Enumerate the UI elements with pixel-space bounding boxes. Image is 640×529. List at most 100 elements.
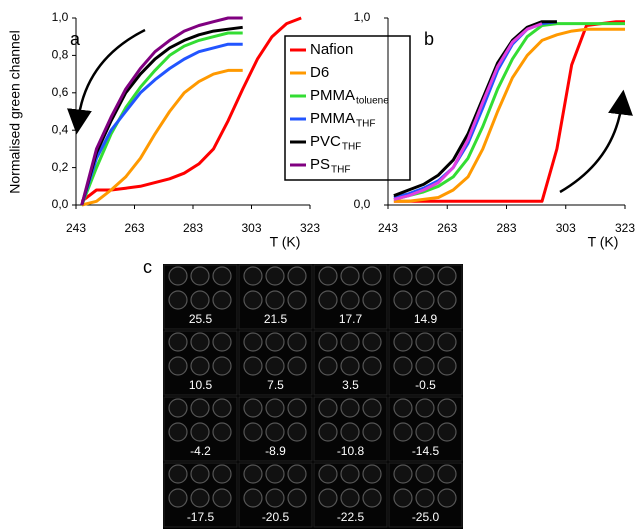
sample-well xyxy=(265,266,285,286)
y-tick-label: 0,6 xyxy=(52,85,69,99)
sample-well xyxy=(168,488,188,508)
sample-well xyxy=(318,266,338,286)
sample-well xyxy=(243,464,263,484)
sample-well xyxy=(168,290,188,310)
legend-label: D6 xyxy=(310,64,329,81)
sample-well xyxy=(362,290,382,310)
legend-box xyxy=(284,35,411,181)
sample-well xyxy=(287,398,307,418)
sample-well xyxy=(212,398,232,418)
sample-well xyxy=(415,422,435,442)
temperature-label: 10.5 xyxy=(189,378,213,392)
x-tick-label: 263 xyxy=(437,221,457,235)
x-axis-label: T (K) xyxy=(588,234,619,250)
sample-well xyxy=(437,290,457,310)
sample-well xyxy=(287,356,307,376)
heating-arrow xyxy=(559,89,633,194)
sample-well xyxy=(190,266,210,286)
sample-well xyxy=(190,464,210,484)
legend-label: Nafion xyxy=(310,41,353,58)
sample-well xyxy=(318,422,338,442)
y-tick-label: 0,2 xyxy=(52,160,69,174)
temperature-label: 21.5 xyxy=(264,312,288,326)
temperature-label: -20.5 xyxy=(262,510,290,524)
sample-well xyxy=(415,488,435,508)
sample-well xyxy=(340,422,360,442)
sample-well xyxy=(318,398,338,418)
legend-subscript: toluene xyxy=(356,96,389,107)
temperature-label: -8.9 xyxy=(265,444,286,458)
temperature-label: -0.5 xyxy=(415,378,436,392)
temperature-label: -4.2 xyxy=(190,444,211,458)
x-tick-label: 323 xyxy=(615,221,635,235)
temperature-label: -22.5 xyxy=(337,510,365,524)
sample-well xyxy=(243,488,263,508)
sample-well xyxy=(318,356,338,376)
sample-well xyxy=(393,290,413,310)
temperature-label: 17.7 xyxy=(339,312,363,326)
sample-well xyxy=(287,290,307,310)
sample-well xyxy=(393,464,413,484)
sample-well xyxy=(340,398,360,418)
legend-label: PVC xyxy=(310,133,341,150)
x-axis-label: T (K) xyxy=(270,234,301,250)
sample-well xyxy=(265,398,285,418)
sample-well xyxy=(265,290,285,310)
data-line xyxy=(393,27,625,203)
panel-label: c xyxy=(143,257,152,277)
sample-well xyxy=(190,356,210,376)
sample-well xyxy=(362,422,382,442)
sample-well xyxy=(318,290,338,310)
sample-well xyxy=(287,488,307,508)
sample-well xyxy=(362,266,382,286)
sample-well xyxy=(168,266,188,286)
sample-well xyxy=(340,488,360,508)
data-line xyxy=(393,22,543,201)
sample-well xyxy=(393,266,413,286)
y-tick-label: 0,8 xyxy=(52,48,69,62)
sample-well xyxy=(393,422,413,442)
sample-well xyxy=(437,464,457,484)
sample-well xyxy=(212,356,232,376)
sample-well xyxy=(393,332,413,352)
data-line xyxy=(80,16,302,203)
sample-well xyxy=(362,356,382,376)
sample-well xyxy=(212,488,232,508)
sample-well xyxy=(340,290,360,310)
legend-label: PMMA xyxy=(310,87,355,104)
sample-well xyxy=(243,398,263,418)
legend-label: PS xyxy=(310,156,330,173)
sample-well xyxy=(340,356,360,376)
sample-well xyxy=(415,290,435,310)
y-tick-label: 0,4 xyxy=(52,122,69,136)
sample-well xyxy=(393,356,413,376)
sample-well xyxy=(340,464,360,484)
legend-subscript: THF xyxy=(342,142,361,153)
sample-well xyxy=(265,332,285,352)
sample-well xyxy=(415,356,435,376)
panel-label: b xyxy=(424,29,434,49)
sample-well xyxy=(340,266,360,286)
y-tick-label: 0,0 xyxy=(52,197,69,211)
sample-well xyxy=(362,398,382,418)
sample-well xyxy=(243,266,263,286)
sample-well xyxy=(168,464,188,484)
sample-well xyxy=(415,398,435,418)
sample-well xyxy=(362,464,382,484)
sample-well xyxy=(287,266,307,286)
sample-well xyxy=(190,290,210,310)
x-tick-label: 243 xyxy=(66,221,86,235)
sample-well xyxy=(437,356,457,376)
sample-well xyxy=(168,332,188,352)
sample-well xyxy=(318,464,338,484)
sample-well xyxy=(415,332,435,352)
sample-well xyxy=(393,398,413,418)
sample-well xyxy=(340,332,360,352)
legend-subscript: THF xyxy=(331,165,350,176)
sample-well xyxy=(190,332,210,352)
legend-subscript: THF xyxy=(356,119,375,130)
data-line xyxy=(81,68,243,207)
x-tick-label: 303 xyxy=(241,221,261,235)
sample-well xyxy=(437,266,457,286)
